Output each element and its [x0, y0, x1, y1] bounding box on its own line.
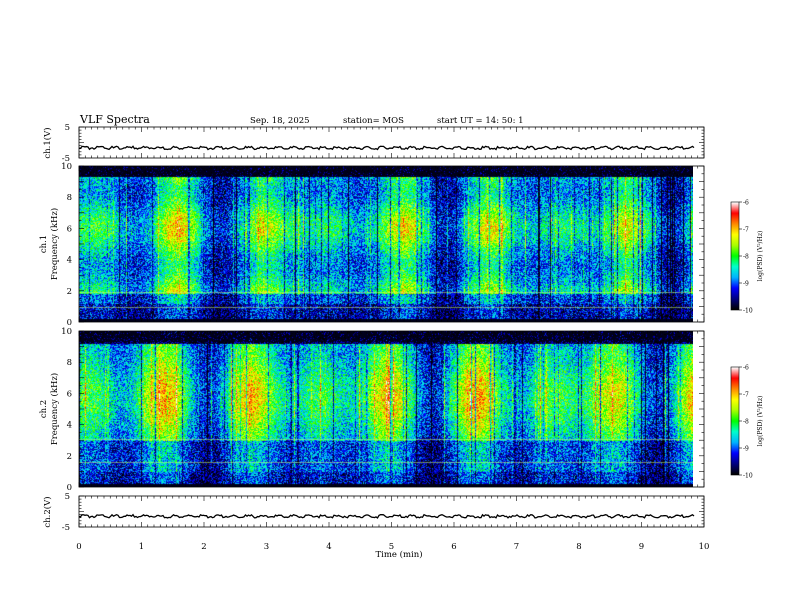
- frequency-tick-label: 8: [67, 193, 72, 203]
- x-tick-label: 10: [699, 542, 710, 552]
- ch1-voltage-label: ch.1(V): [42, 127, 53, 158]
- frequency-tick-label: 4: [67, 421, 72, 431]
- ch2-voltage-tick-bottom: -5: [62, 523, 70, 533]
- frequency-tick-label: 4: [67, 256, 72, 266]
- colorbar-tick-label: -8: [743, 254, 749, 261]
- ch2-colorbar-gradient: [731, 367, 739, 475]
- frequency-tick-label: 0: [67, 483, 72, 493]
- station-label: station= MOS: [343, 116, 404, 126]
- ch1-frequency-ticks: 0 2 4 6 8 10: [61, 162, 704, 328]
- x-tick-label: 4: [326, 542, 331, 552]
- ch1-colorbar-gradient: [731, 202, 739, 310]
- ch2-colorbar: -6 -7 -8 -9 -10 log(PSD) (V²/Hz): [730, 365, 764, 480]
- ch2-voltage-tick-top: 5: [65, 492, 70, 502]
- frequency-tick-label: 6: [67, 389, 72, 399]
- date-label: Sep. 18, 2025: [250, 116, 310, 126]
- ch1-spectrogram-image: [79, 166, 693, 322]
- colorbar-tick-label: -10: [743, 308, 753, 315]
- x-tick-label: 2: [201, 542, 206, 552]
- ch1-colorbar: -6 -7 -8 -9 -10 log(PSD) (V²/Hz): [730, 200, 764, 315]
- colorbar-tick-label: -9: [743, 281, 749, 288]
- frequency-tick-label: 10: [61, 162, 72, 172]
- ch1-voltage-trace: [78, 145, 695, 151]
- ch2-frequency-ticks: 0 2 4 6 8 10: [61, 327, 704, 493]
- voltage-line: [78, 145, 695, 151]
- time-axis: 0 1 2 3 4 5 6 7 8 9 10: [76, 126, 710, 552]
- colorbar-tick-label: -8: [743, 419, 749, 426]
- ch1-spectrogram-panel: 0 2 4 6 8 10 ch.1 Frequency (kHz): [39, 162, 705, 328]
- x-tick-label: 8: [576, 542, 581, 552]
- colorbar-tick-label: -7: [743, 392, 749, 399]
- colorbar-tick-label: -9: [743, 446, 749, 453]
- voltage-line: [78, 513, 695, 519]
- x-tick-label: 0: [76, 542, 81, 552]
- ch1-frequency-label: Frequency (kHz): [49, 208, 60, 280]
- ch2-spectrogram-panel: 0 2 4 6 8 10 ch.2 Frequency (kHz): [39, 327, 705, 493]
- frequency-tick-label: 0: [67, 318, 72, 328]
- ch2-colorbar-ticks: -6 -7 -8 -9 -10: [739, 365, 753, 480]
- ch2-frequency-label: Frequency (kHz): [49, 373, 60, 445]
- ch1-voltage-tick-bottom: -5: [62, 154, 70, 164]
- x-tick-label: 5: [389, 542, 394, 552]
- frequency-tick-label: 2: [67, 287, 72, 297]
- x-tick-label: 7: [514, 542, 519, 552]
- frequency-tick-label: 8: [67, 358, 72, 368]
- ch2-spectrogram-image: [79, 331, 693, 487]
- x-tick-label: 9: [639, 542, 644, 552]
- x-tick-label: 3: [264, 542, 269, 552]
- ch1-colorbar-label: log(PSD) (V²/Hz): [757, 231, 764, 282]
- colorbar-tick-label: -10: [743, 473, 753, 480]
- x-tick-label: 6: [451, 542, 456, 552]
- ch2-channel-label: ch.2: [39, 400, 49, 418]
- figure-title: VLF Spectra: [79, 113, 150, 126]
- colorbar-tick-label: -6: [743, 365, 749, 372]
- ch2-voltage-trace: [78, 513, 695, 519]
- colorbar-tick-label: -7: [743, 227, 749, 234]
- ch1-voltage-tick-top: 5: [65, 123, 70, 133]
- frequency-tick-label: 2: [67, 452, 72, 462]
- ch1-colorbar-ticks: -6 -7 -8 -9 -10: [739, 200, 753, 315]
- frequency-tick-label: 10: [61, 327, 72, 337]
- x-tick-label: 1: [139, 542, 144, 552]
- time-axis-label: Time (min): [375, 549, 422, 560]
- start-time-label: start UT = 14: 50: 1: [437, 116, 524, 126]
- ch1-channel-label: ch.1: [39, 235, 49, 253]
- frequency-tick-label: 6: [67, 224, 72, 234]
- ch2-voltage-label: ch.2(V): [42, 496, 53, 527]
- colorbar-tick-label: -6: [743, 200, 749, 207]
- ch2-colorbar-label: log(PSD) (V²/Hz): [757, 396, 764, 447]
